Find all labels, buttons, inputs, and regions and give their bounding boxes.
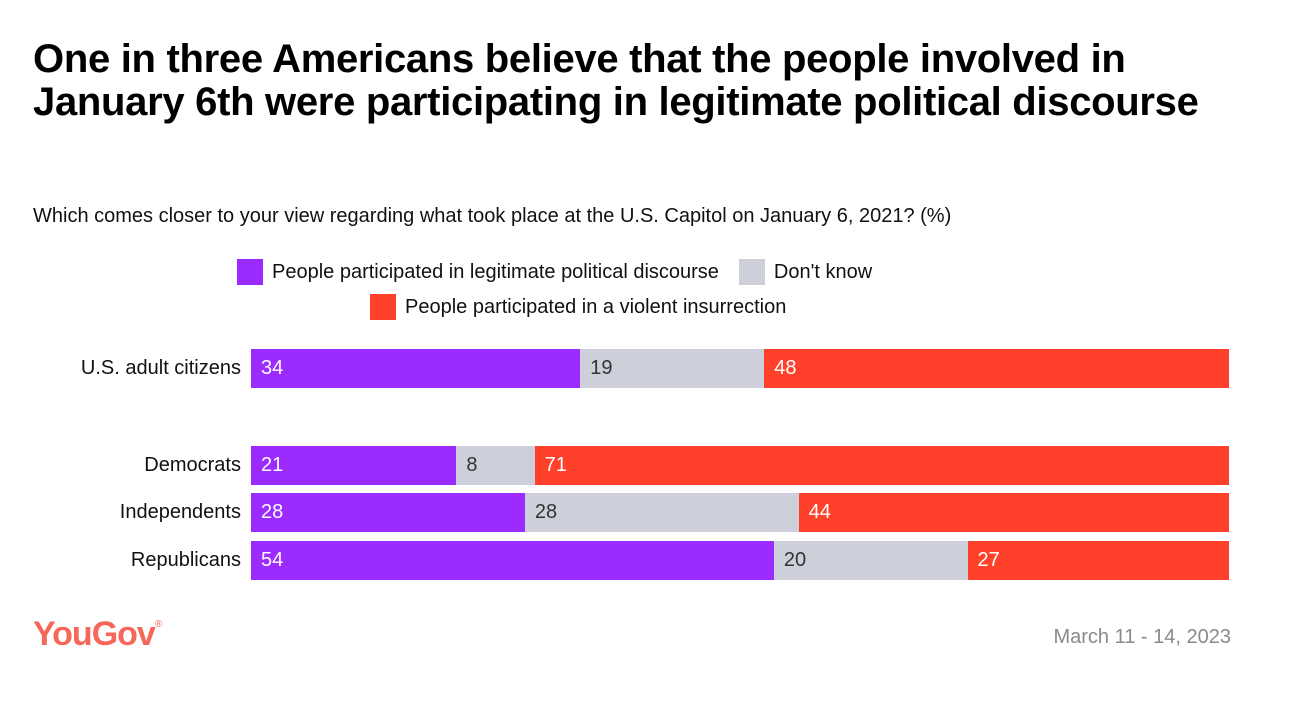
data-label: 8 [466,454,478,476]
bar-segment [524,493,799,532]
data-label: 54 [261,549,284,571]
data-label: 71 [544,454,567,476]
yougov-logo: YouGov® [33,615,162,654]
bar-segment [251,349,581,388]
chart-title: One in three Americans believe that the … [33,37,1199,124]
legend-item-dont-know: Don't know [738,259,873,285]
bar-segment [798,493,1229,532]
logo-text: YouGov [33,615,156,653]
legend: People participated in legitimate politi… [237,259,892,285]
data-label: 44 [808,501,831,523]
bar-segment [251,446,457,485]
chart-subtitle: Which comes closer to your view regardin… [33,205,952,227]
bar-segment [580,349,765,388]
bar-segment [251,493,525,532]
legend-swatch-legit [237,259,263,285]
data-label: 48 [774,357,797,379]
legend-swatch-violent [370,294,396,320]
data-label: 27 [977,549,1000,571]
bar-segment [967,541,1229,580]
legend-label: People participated in legitimate politi… [272,260,719,283]
category-label: Independents [119,501,241,523]
data-label: 28 [261,501,284,523]
data-label: 34 [261,357,284,379]
data-label: 19 [590,357,613,379]
bar-segment [251,541,774,580]
legend-item-violent: People participated in a violent insurre… [370,294,786,320]
data-label: 21 [261,454,284,476]
legend-row-2: People participated in a violent insurre… [370,294,806,320]
bar-segment [764,349,1229,388]
bar-segment [773,541,968,580]
bar-segment [534,446,1229,485]
category-label: U.S. adult citizens [80,357,241,379]
survey-date: March 11 - 14, 2023 [1053,626,1231,648]
category-label: Democrats [144,454,241,476]
legend-item-legit: People participated in legitimate politi… [237,259,719,285]
bar-segment [456,446,535,485]
data-label: 20 [783,549,807,571]
category-label: Republicans [130,549,241,571]
legend-label: Don't know [773,260,873,283]
registered-mark: ® [154,619,162,630]
legend-swatch-dont-know [738,259,765,285]
legend-label: People participated in a violent insurre… [405,295,787,318]
data-label: 28 [534,501,558,523]
